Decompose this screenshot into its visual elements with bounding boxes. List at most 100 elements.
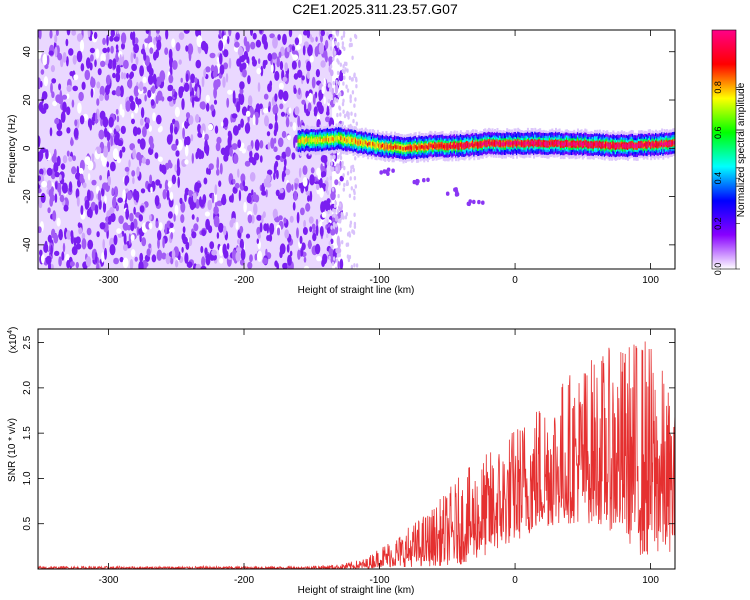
noise-speck [239,87,244,95]
noise-speck [156,39,162,51]
signal-tail-speck [477,199,481,205]
noise-halo-speck [349,42,352,48]
signal-band-cell [524,141,527,146]
signal-band-cell [357,141,360,145]
noise-speck [52,210,57,222]
noise-speck [48,50,54,56]
noise-speck [244,160,251,167]
signal-band-cell [332,137,335,142]
noise-speck [45,255,52,265]
signal-band-cell [607,143,610,148]
noise-speck [131,112,134,119]
noise-speck [336,235,341,247]
signal-band-cell [347,137,350,142]
noise-speck [320,201,326,214]
noise-speck [191,231,197,239]
noise-speck [104,247,107,260]
signal-band-cell [302,138,305,142]
noise-speck [229,147,233,157]
noise-speck [257,233,261,239]
noise-speck [324,201,331,212]
noise-speck [153,37,157,46]
noise-halo-speck [353,263,356,268]
noise-speck [174,106,180,118]
noise-speck [158,222,163,231]
noise-speck [315,36,318,42]
signal-band-cell [617,143,620,148]
noise-speck [38,175,41,182]
noise-halo-speck [350,264,354,269]
noise-speck [45,149,49,160]
noise-speck [118,215,124,225]
noise-speck [287,254,292,266]
spectrogram-x-ticks: -300 -200 -100 0 100 [98,30,659,286]
signal-band-cell [407,146,410,150]
noise-speck [82,182,87,189]
noise-speck [104,195,107,204]
noise-speck [146,248,151,257]
signal-band-cell [657,143,660,147]
noise-speck [228,57,232,69]
noise-speck [311,223,316,230]
noise-speck [46,167,53,176]
noise-speck [189,81,193,92]
noise-speck [263,107,269,114]
signal-band-cell [585,141,588,146]
signal-band-cell [320,138,323,143]
noise-speck [133,85,140,98]
noise-speck [185,112,191,119]
noise-speck [251,56,256,62]
signal-tail-speck [472,199,476,205]
noise-speck [111,187,115,196]
signal-band-cell [415,146,418,151]
noise-speck [59,194,65,203]
noise-speck [68,156,73,162]
noise-speck [99,175,102,181]
noise-speck [322,253,328,265]
noise-speck [296,227,299,239]
signal-band-cell [545,141,548,146]
noise-halo-speck [352,118,355,124]
noise-halo-speck [332,222,336,227]
noise-halo-speck [338,181,341,186]
noise-speck [252,114,256,126]
signal-band-cell [303,139,306,144]
signal-band-cell [368,141,371,146]
signal-band-cell [669,141,672,146]
signal-band-cell [348,138,351,143]
signal-band-cell [573,141,576,146]
colorbar-ticks: 0.0 0.2 0.4 0.6 0.8 [713,81,740,275]
noise-speck [254,139,260,151]
noise-speck [117,232,123,238]
noise-halo-speck [335,223,338,228]
snr-y-label: SNR (10 * v/v) [7,418,18,482]
noise-speck [154,152,159,159]
noise-speck [81,81,86,91]
snr-multiplier: (x104) [7,327,19,354]
noise-speck [246,194,252,204]
noise-speck [72,54,77,65]
noise-speck [111,90,117,96]
signal-band-cell [556,141,559,146]
noise-speck [291,60,297,70]
signal-band-cell [624,144,627,148]
noise-speck [303,41,309,49]
signal-band-cell [626,144,629,149]
noise-speck [105,74,111,86]
noise-speck [171,174,177,185]
noise-speck [161,96,165,102]
signal-band-cell [307,138,310,142]
noise-speck [185,73,189,83]
noise-halo-speck [336,253,340,258]
snr-frame [37,328,676,570]
noise-speck [167,211,173,219]
signal-band-cell [326,136,329,141]
noise-speck [281,151,287,159]
noise-speck [126,224,132,231]
noise-speck [296,211,300,224]
noise-speck [138,155,142,167]
signal-band-cell [306,137,309,142]
noise-speck [119,85,124,98]
noise-speck [307,44,313,57]
noise-speck [119,256,124,263]
